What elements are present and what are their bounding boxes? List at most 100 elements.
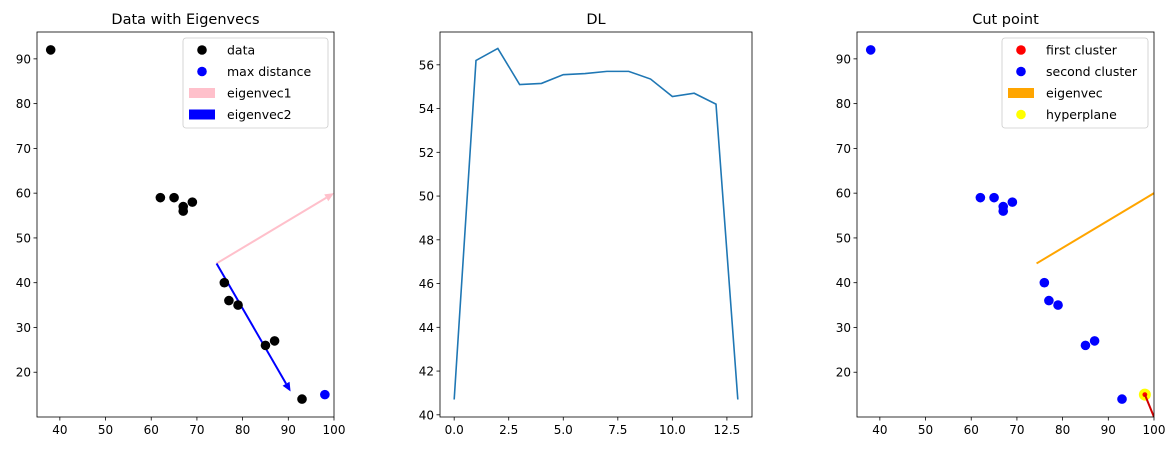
x-tick-label: 70 [1009,423,1024,437]
dl-series-line [453,47,739,400]
chart-panel-dl: 0.0 2.5 5.0 7.5 10.0 12.5 40 42 44 46 48 50 52 54 56 DL [419,12,753,437]
legend-label: data [227,43,255,58]
y-tick-label: 30 [16,321,31,335]
legend-label: eigenvec1 [227,86,292,101]
x-tick-label: 70 [189,423,204,437]
x-tick-label: 5.0 [554,423,573,437]
legend-marker [197,66,207,77]
x-tick-label: 60 [144,423,159,437]
axes-frame [856,31,1155,418]
y-tick-label: 20 [836,366,851,380]
legend-patch [189,109,215,120]
y-tick-label: 70 [16,142,31,156]
eigenvec-line [1036,192,1154,265]
y-tick-label: 40 [836,276,851,290]
x-tick-label: 40 [872,423,887,437]
data-point [45,45,56,55]
data-point [155,192,166,203]
legend-marker [1016,109,1026,120]
y-tick-label: 30 [836,321,851,335]
data-point [269,336,280,346]
axes-frame [439,31,753,418]
y-tick-label: 40 [16,276,31,290]
y-tick-label: 56 [419,58,434,72]
x-tick-label: 40 [52,423,67,437]
y-tick-label: 70 [836,142,851,156]
x-tick-label: 80 [235,423,250,437]
data-point [178,206,189,216]
red-segment-line [1143,394,1154,417]
x-tick-label: 2.5 [499,423,518,437]
x-tick-label: 0.0 [445,423,464,437]
x-tick-label: 100 [323,423,346,437]
y-tick-label: 50 [836,231,851,245]
y-tick-label: 54 [419,102,434,116]
second-cluster-point [989,192,999,203]
plot-area [453,47,739,400]
y-tick-label: 60 [16,187,31,201]
second-cluster-point [1089,336,1100,346]
chart-panel-data-with-eigenvecs: 40 50 60 70 80 90 100 20 30 40 50 60 70 80 90 Data with… [16,12,346,437]
x-tick-label: 100 [1143,423,1166,437]
x-tick-label: 50 [98,423,113,437]
second-cluster-point [1117,394,1127,404]
chart-title: Cut point [972,12,1039,28]
data-point [233,300,243,310]
y-tick-label: 90 [16,52,31,66]
legend-marker [197,45,207,55]
legend-label: second cluster [1046,64,1138,79]
x-tick-label: 50 [918,423,933,437]
data-point [224,295,234,306]
data-point [260,340,271,351]
legend-label: eigenvec [1046,86,1103,101]
eigenvec2-arrow-head [282,381,291,392]
legend-label: first cluster [1046,43,1118,58]
x-tick-label: 10.0 [659,423,686,437]
data-point [219,277,230,288]
legend-box [1001,37,1149,129]
legend-label: eigenvec2 [227,107,292,122]
y-tick-label: 42 [419,365,434,379]
legend-patch [1008,88,1034,98]
y-tick-label: 50 [16,231,31,245]
second-cluster-point [1044,295,1054,306]
eigenvec1-arrow-shaft [216,196,327,265]
second-cluster-point [1007,197,1018,207]
y-tick-label: 80 [16,97,31,111]
legend-marker [1016,45,1026,55]
legend-label: max distance [227,64,311,79]
second-cluster-point [975,192,986,203]
x-tick-label: 60 [964,423,979,437]
y-tick-label: 48 [419,233,434,247]
plot-area [45,45,334,404]
data-point [169,192,179,203]
chart-panel-cut-point: 40 50 60 70 80 90 100 20 30 40 50 60 70 80 90 Cut point… [836,12,1166,437]
y-tick-label: 52 [419,146,434,160]
x-tick-label: 7.5 [608,423,627,437]
legend-marker [1016,66,1026,77]
legend-patch [189,88,215,98]
x-tick-label: 12.5 [714,423,741,437]
plot-area [865,45,1154,417]
data-point [187,197,198,207]
y-tick-label: 90 [836,52,851,66]
y-tick-label: 40 [419,408,434,422]
chart-title: Data with Eigenvecs [111,12,259,28]
second-cluster-point [1039,277,1050,288]
axes-frame [36,31,335,418]
eigenvec1-arrow-head [324,193,334,202]
legend-label: hyperplane [1046,107,1117,122]
second-cluster-point [1080,340,1091,351]
y-tick-label: 46 [419,277,434,291]
second-cluster-point [1053,300,1063,310]
y-tick-label: 50 [419,190,434,204]
legend-box [182,37,329,129]
second-cluster-point [998,206,1009,216]
x-tick-label: 90 [281,423,296,437]
data-point [297,394,307,404]
y-tick-label: 80 [836,97,851,111]
max-distance-point [320,389,330,400]
chart-title: DL [586,12,605,28]
y-tick-label: 20 [16,366,31,380]
